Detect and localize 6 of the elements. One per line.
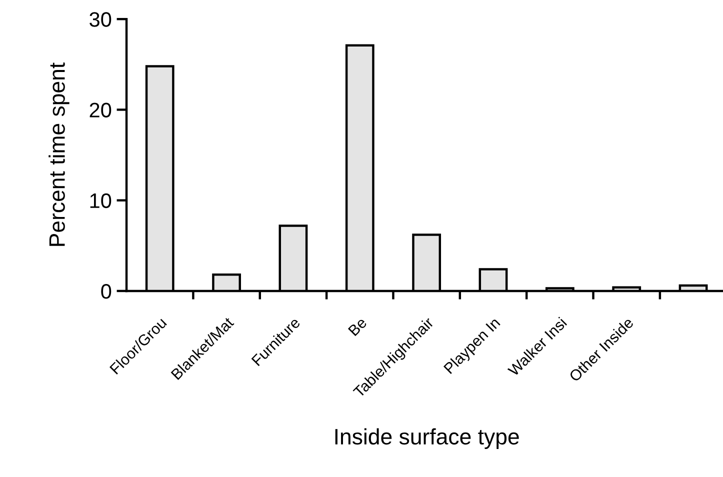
y-tick-label: 20 (90, 102, 112, 118)
y-tick-label: 0 (101, 284, 112, 299)
y-tick-label: 30 (90, 12, 112, 27)
y-axis-title: Percent time spent (48, 62, 70, 246)
y-tick-label: 10 (90, 193, 112, 208)
x-axis-title: Inside surface type (335, 428, 519, 449)
